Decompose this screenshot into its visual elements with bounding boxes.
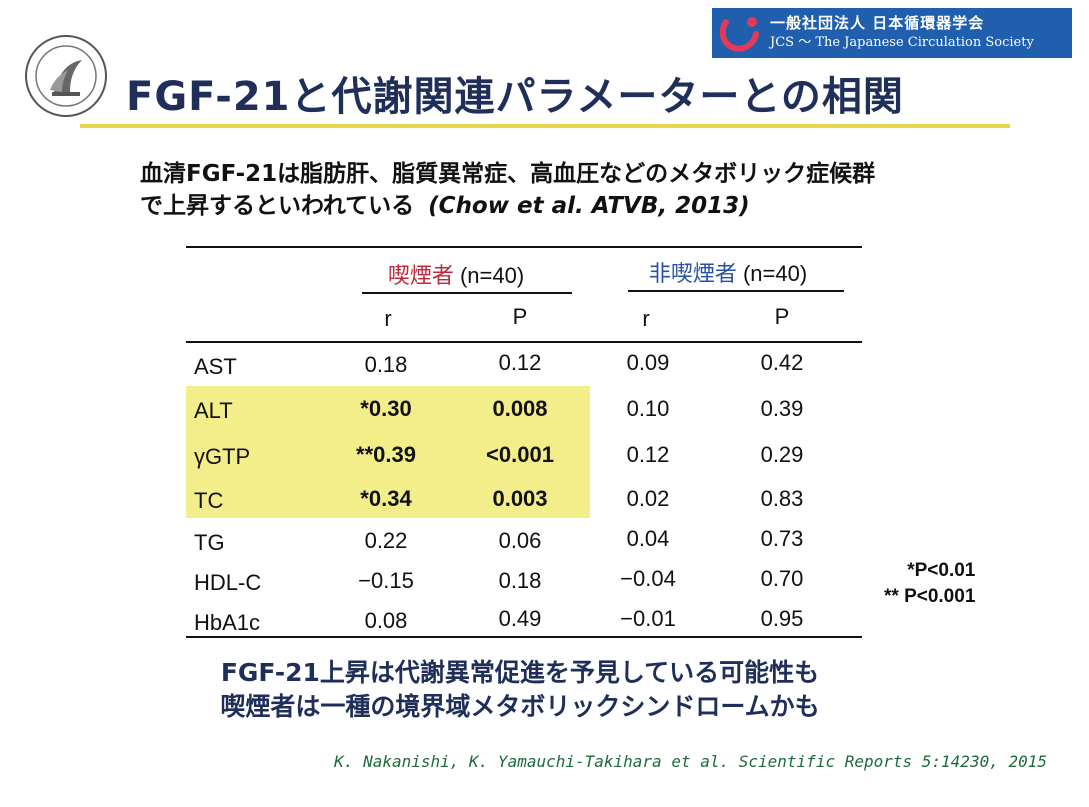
col-header-r-smoker: r: [384, 306, 392, 331]
cell-p-non: 0.29: [760, 442, 804, 467]
cell-r-smoker: −0.15: [358, 568, 414, 593]
cell-p-smoker: 0.49: [498, 606, 542, 631]
row-label: ALT: [194, 398, 233, 423]
cell-p-non: 0.42: [760, 350, 804, 375]
cell-r-non: 0.12: [626, 442, 670, 467]
col-header-r-non: r: [642, 306, 650, 331]
reference-citation: K. Nakanishi, K. Yamauchi-Takihara et al…: [334, 752, 1047, 771]
significance-notes: *P<0.01 ** P<0.001: [884, 558, 975, 610]
cell-p-non: 0.70: [760, 566, 804, 591]
cell-p-smoker: 0.008: [492, 396, 548, 421]
col-header-p-smoker: P: [512, 304, 528, 329]
subtitle-line-2: で上昇するといわれている: [140, 193, 415, 219]
cell-r-smoker: 0.18: [364, 352, 408, 377]
conclusion-line-2: 喫煙者は一種の境界域メタボリックシンドロームかも: [220, 692, 820, 721]
row-label: γGTP: [194, 444, 251, 469]
col-header-p-non: P: [774, 304, 790, 329]
jcs-logo: 一般社団法人 日本循環器学会 JCS ～ The Japanese Circul…: [712, 8, 1072, 58]
note-p001: ** P<0.001: [884, 586, 976, 607]
cell-p-smoker: 0.18: [498, 568, 542, 593]
cell-r-non: 0.10: [626, 396, 670, 421]
row-label: HDL-C: [194, 570, 262, 595]
cell-r-smoker: *0.30: [360, 396, 412, 421]
smoker-group-rule: [362, 292, 572, 294]
row-label: AST: [194, 354, 237, 379]
row-label: TC: [194, 488, 224, 513]
cell-p-smoker: 0.12: [498, 350, 542, 375]
cell-r-non: −0.01: [620, 606, 676, 631]
header-non-smoker: 非喫煙者 (n=40): [648, 261, 808, 286]
cell-r-smoker: 0.22: [364, 528, 408, 553]
cell-r-smoker: *0.34: [360, 486, 412, 511]
university-seal-logo: [24, 34, 108, 118]
table-bottom-rule: [186, 636, 862, 638]
cell-r-non: 0.04: [626, 526, 670, 551]
non-smoker-group-rule: [628, 290, 844, 292]
cell-p-non: 0.95: [760, 606, 804, 631]
cell-p-smoker: <0.001: [486, 442, 554, 467]
cell-r-non: 0.02: [626, 486, 670, 511]
row-label: HbA1c: [194, 610, 261, 635]
slide-title: FGF-21と代謝関連パラメーターとの相関: [126, 74, 904, 120]
cell-r-non: −0.04: [620, 566, 676, 591]
title-underline: [80, 124, 1010, 128]
row-label: TG: [194, 530, 225, 555]
subtitle-citation: (Chow et al. ATVB, 2013): [428, 193, 750, 219]
cell-p-non: 0.73: [760, 526, 804, 551]
cell-p-non: 0.39: [760, 396, 804, 421]
cell-p-smoker: 0.06: [498, 528, 542, 553]
conclusion-line-1: FGF-21上昇は代謝異常促進を予見している可能性も: [220, 658, 820, 687]
jcs-name-ja: 一般社団法人 日本循環器学会: [770, 14, 985, 32]
significant-highlight: [186, 386, 590, 518]
header-smoker: 喫煙者 (n=40): [387, 263, 525, 288]
table-top-rule: [186, 246, 862, 248]
cell-r-smoker: **0.39: [356, 442, 416, 467]
cell-p-smoker: 0.003: [492, 486, 548, 511]
conclusion-text: FGF-21上昇は代謝異常促進を予見している可能性も 喫煙者は一種の境界域メタボ…: [0, 656, 1040, 724]
cell-p-non: 0.83: [760, 486, 804, 511]
cell-r-smoker: 0.08: [364, 608, 408, 633]
note-p01: *P<0.01: [907, 560, 976, 581]
cell-r-non: 0.09: [626, 350, 670, 375]
heart-logo-icon: [712, 8, 766, 58]
table-header-rule: [186, 341, 862, 343]
jcs-name-en: JCS ～ The Japanese Circulation Society: [770, 35, 1034, 50]
subtitle-line-1: 血清FGF-21は脂肪肝、脂質異常症、高血圧などのメタボリック症候群: [140, 161, 876, 187]
slide-subtitle: 血清FGF-21は脂肪肝、脂質異常症、高血圧などのメタボリック症候群 で上昇する…: [140, 158, 875, 222]
